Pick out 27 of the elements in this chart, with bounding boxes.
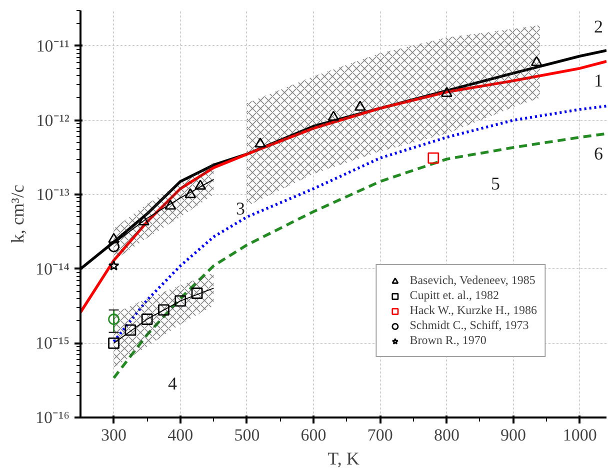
y-tick-label: 10⁻¹³ xyxy=(36,185,70,204)
x-tick-label: 400 xyxy=(168,426,194,444)
annotation: 4 xyxy=(168,374,177,394)
annotation: 6 xyxy=(594,144,603,164)
y-tick-label: 10⁻¹⁴ xyxy=(35,259,70,278)
legend-label: Cupitt et. al., 1982 xyxy=(410,288,500,303)
annotation: 2 xyxy=(594,16,603,36)
annotation: 1 xyxy=(594,70,603,90)
x-tick-label: 800 xyxy=(434,426,460,444)
x-tick-label: 700 xyxy=(367,426,393,444)
legend-label: Hack W., Kurzke H., 1986 xyxy=(410,303,537,318)
x-tick-label: 300 xyxy=(101,426,127,444)
x-tick-label: 500 xyxy=(234,426,260,444)
legend-label: Basevich, Vedeneev, 1985 xyxy=(410,273,536,288)
x-axis-title: T, K xyxy=(328,448,360,468)
y-tick-label: 10⁻¹⁶ xyxy=(35,408,70,427)
y-tick-label: 10⁻¹¹ xyxy=(36,36,70,56)
y-axis-title: k, cm³/c xyxy=(7,184,28,244)
annotation: 3 xyxy=(236,198,245,218)
y-tick-label: 10⁻¹⁵ xyxy=(35,334,70,353)
x-tick-label: 600 xyxy=(300,426,326,444)
y-tick-label: 10⁻¹² xyxy=(36,110,70,130)
legend-label: Schmidt C., Schiff, 1973 xyxy=(410,318,529,333)
x-tick-label: 900 xyxy=(500,426,526,444)
legend-label: Brown R., 1970 xyxy=(410,333,486,348)
annotation: 5 xyxy=(491,174,500,194)
x-tick-label: 1000 xyxy=(562,426,597,444)
